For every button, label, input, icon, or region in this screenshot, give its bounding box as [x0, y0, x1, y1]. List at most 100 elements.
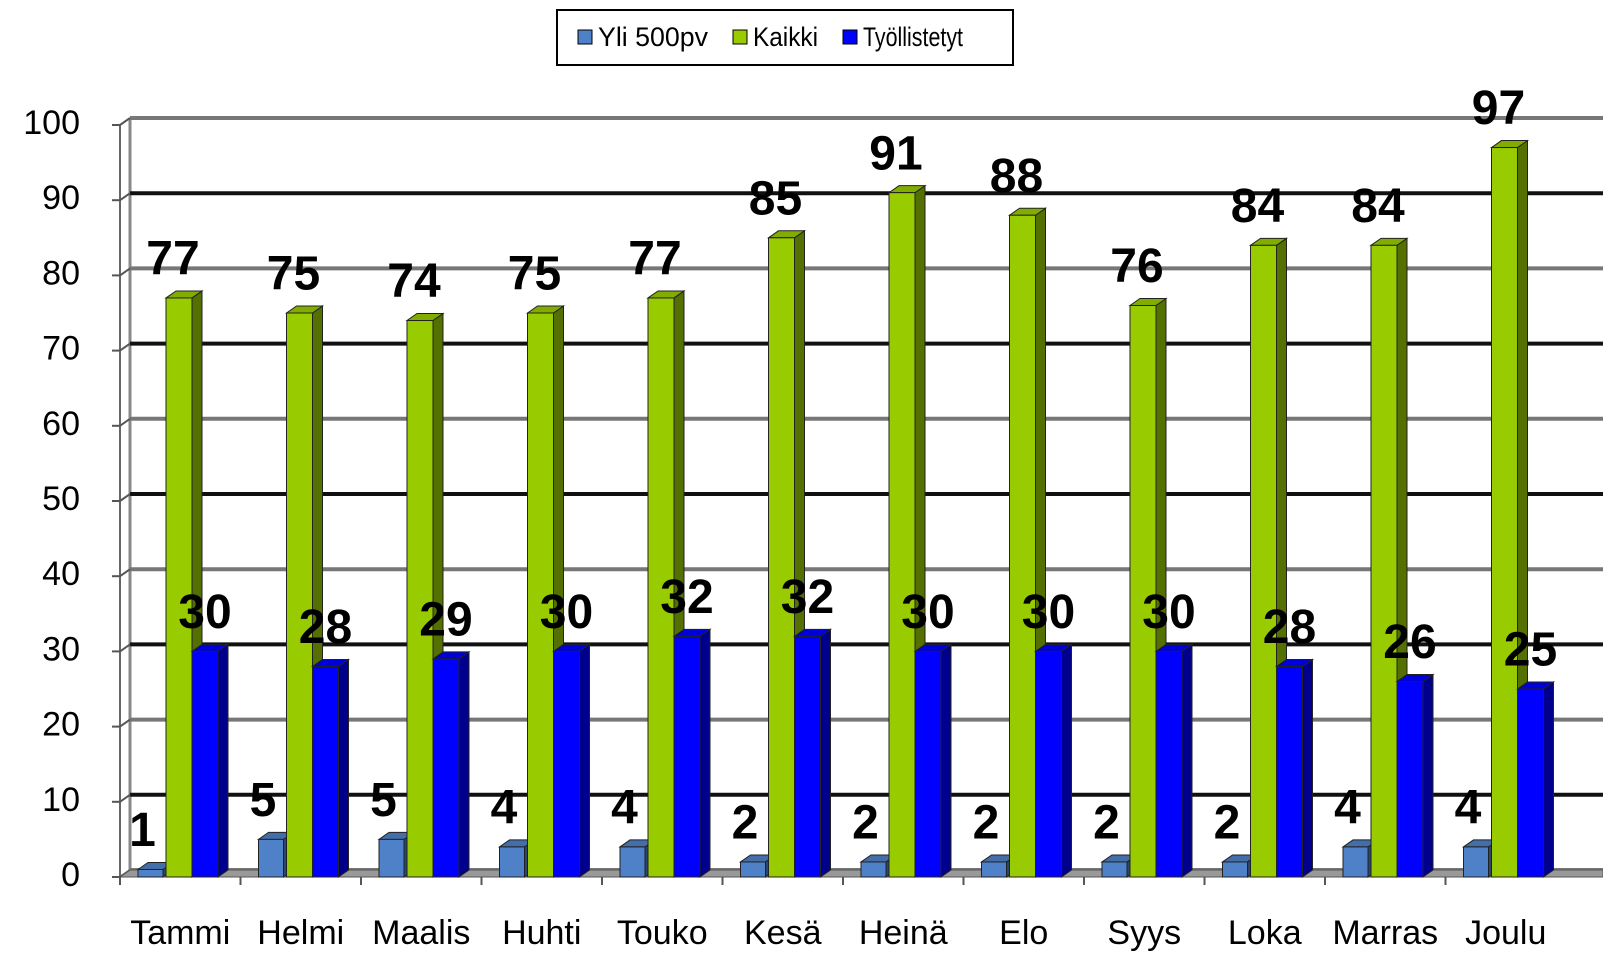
x-tick-label: Touko — [617, 914, 708, 952]
bar — [1370, 244, 1398, 878]
bar — [860, 861, 887, 878]
legend-label: Työllistetyt — [863, 22, 963, 52]
value-label: 84 — [1231, 180, 1285, 233]
value-label: 2 — [1214, 797, 1241, 850]
bar — [312, 665, 339, 878]
value-label: 30 — [1142, 586, 1195, 639]
bar — [794, 635, 821, 878]
bar — [619, 846, 646, 878]
value-label: 76 — [1110, 240, 1163, 293]
bar — [914, 650, 942, 878]
legend-swatch — [842, 29, 858, 45]
value-label: 74 — [387, 255, 441, 308]
value-label: 77 — [628, 233, 681, 286]
grid-diagonal — [119, 793, 131, 803]
grid-diagonal — [119, 117, 131, 126]
x-tick-label: Helmi — [257, 914, 344, 952]
bar — [165, 297, 193, 878]
value-label: 77 — [146, 233, 199, 286]
bar-side — [940, 643, 952, 878]
bar — [981, 861, 1007, 878]
bar-side — [1422, 673, 1434, 878]
bar — [1463, 846, 1489, 878]
value-label: 30 — [1022, 586, 1075, 639]
x-tick-label: Kesä — [744, 914, 822, 952]
bar — [888, 192, 916, 878]
y-tick-label: 30 — [42, 630, 80, 668]
value-label: 1 — [129, 804, 156, 857]
bar — [1396, 680, 1424, 878]
bar — [1276, 665, 1303, 878]
bar — [1491, 147, 1518, 878]
y-tick-label: 50 — [42, 480, 80, 518]
bar — [378, 838, 405, 878]
x-tick-label: Heinä — [859, 914, 948, 952]
value-label: 97 — [1472, 82, 1525, 135]
x-tick-label: Tammi — [130, 914, 230, 952]
y-tick-label: 40 — [42, 555, 80, 593]
bar — [406, 320, 434, 878]
value-label: 30 — [540, 586, 593, 639]
grid-diagonal — [119, 643, 131, 653]
bar — [1035, 650, 1062, 878]
bar-side — [338, 658, 349, 878]
grid-diagonal — [119, 267, 131, 277]
bar — [768, 237, 795, 878]
x-tick-label: Syys — [1107, 914, 1181, 952]
value-label: 88 — [990, 150, 1043, 203]
bar — [647, 297, 675, 878]
bar — [1009, 214, 1036, 878]
x-tick-label: Marras — [1332, 914, 1438, 952]
grid-diagonal — [119, 417, 131, 427]
bar — [527, 312, 554, 878]
value-label: 84 — [1351, 180, 1405, 233]
y-tick-label: 80 — [42, 254, 80, 292]
value-label: 2 — [1093, 797, 1120, 850]
grid-diagonal — [119, 568, 131, 578]
bar — [1342, 846, 1369, 878]
value-label: 75 — [267, 248, 320, 301]
bar — [1517, 688, 1544, 878]
bar — [553, 650, 580, 878]
value-label: 30 — [178, 586, 231, 639]
bar-side — [1302, 658, 1313, 878]
value-label: 4 — [1334, 782, 1361, 835]
y-tick-label: 0 — [61, 856, 80, 894]
bar — [1250, 244, 1277, 878]
bar — [740, 861, 766, 878]
grid-diagonal — [119, 493, 131, 502]
value-label: 4 — [1455, 782, 1482, 835]
value-label: 5 — [250, 774, 277, 827]
y-tick-label: 70 — [42, 330, 80, 368]
x-tick-label: Maalis — [372, 914, 470, 952]
x-tick-label: Loka — [1228, 914, 1302, 952]
bar — [258, 838, 284, 878]
bar-side — [1061, 643, 1072, 878]
value-label: 29 — [419, 594, 472, 647]
x-tick-label: Elo — [999, 914, 1048, 952]
y-tick-label: 10 — [42, 781, 80, 819]
y-tick-label: 60 — [42, 405, 80, 443]
bar — [191, 650, 219, 878]
y-tick-label: 90 — [42, 179, 80, 217]
grid-diagonal — [119, 342, 131, 352]
value-label: 85 — [749, 172, 802, 225]
grid-diagonal — [119, 192, 131, 202]
value-label: 28 — [299, 601, 352, 654]
value-label: 75 — [508, 248, 561, 301]
legend-swatch — [732, 29, 748, 45]
value-label: 91 — [869, 127, 922, 180]
bar — [1155, 650, 1183, 878]
y-tick-label: 20 — [42, 706, 80, 744]
value-label: 2 — [732, 797, 759, 850]
bar-side — [820, 628, 831, 878]
bar-side — [458, 650, 470, 878]
x-tick-label: Huhti — [502, 914, 581, 952]
legend-swatch — [577, 29, 593, 45]
value-label: 4 — [611, 782, 638, 835]
legend-box — [556, 9, 1014, 66]
y-tick-label: 100 — [23, 104, 80, 142]
bar — [1101, 861, 1128, 878]
bar-side — [217, 643, 229, 878]
